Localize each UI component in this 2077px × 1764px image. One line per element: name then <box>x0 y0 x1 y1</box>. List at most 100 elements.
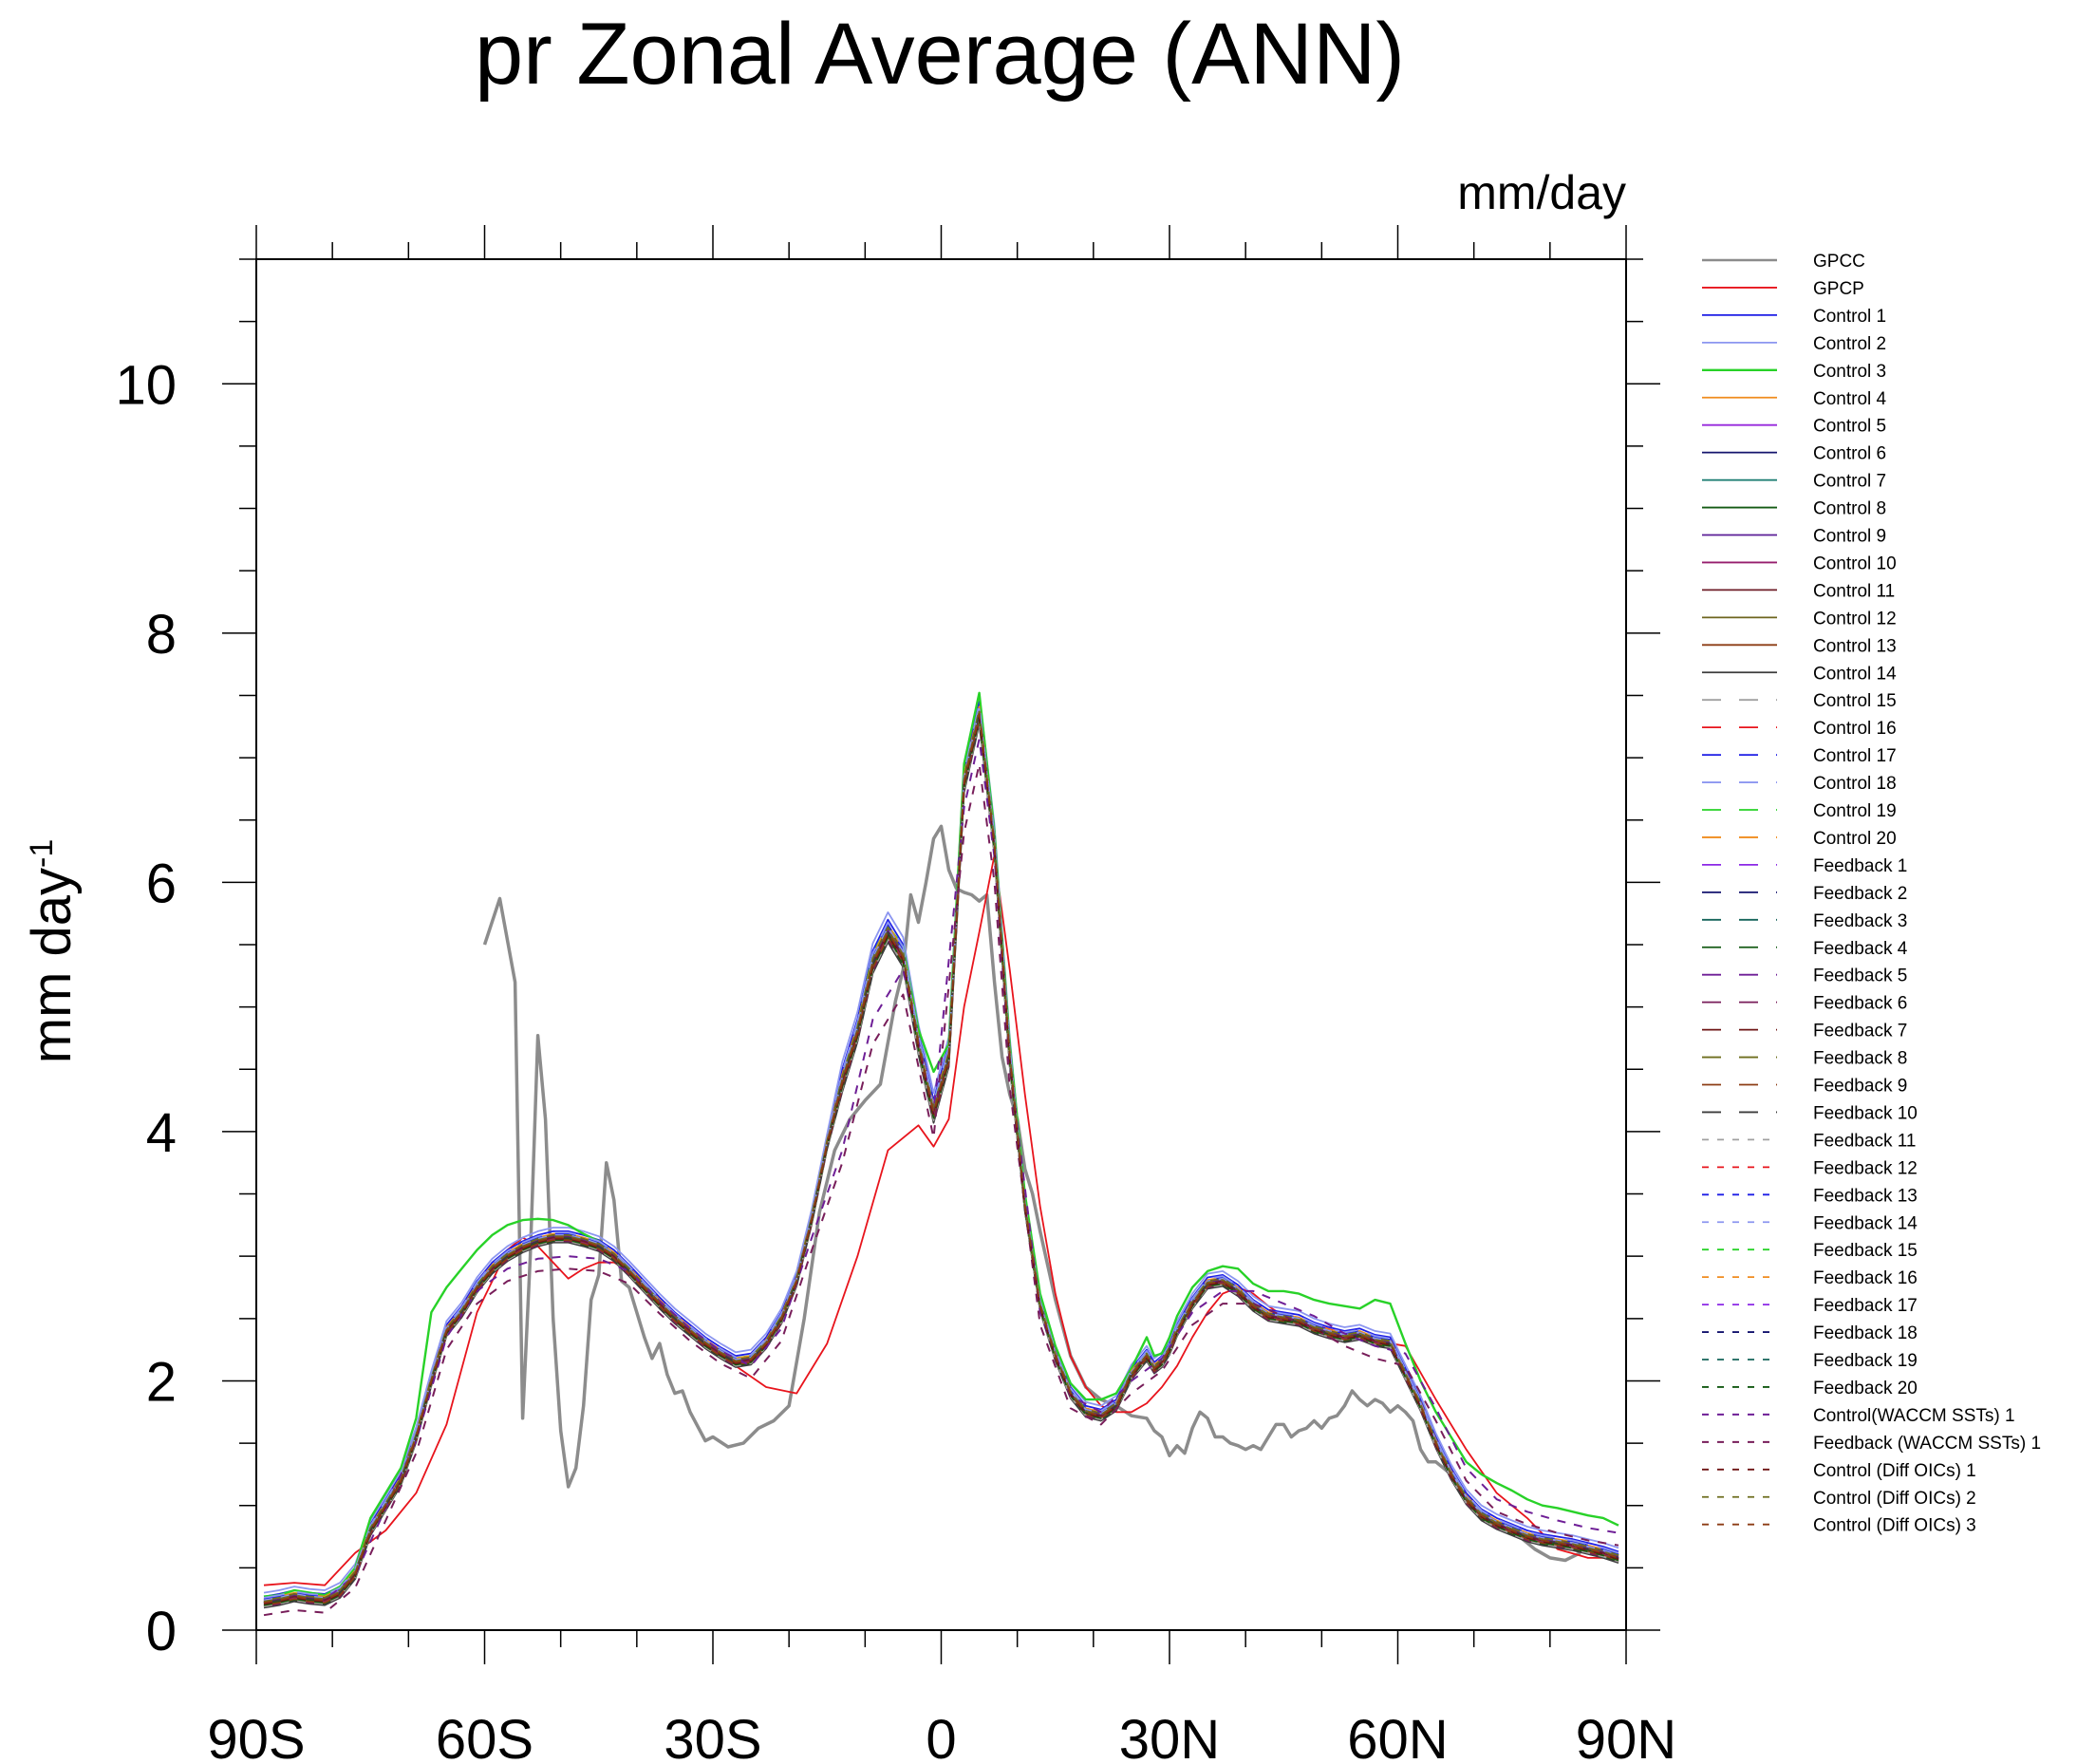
series-line <box>263 705 1619 1601</box>
legend-label: Feedback 2 <box>1813 884 1907 904</box>
y-tick-label: 10 <box>115 354 177 416</box>
series-line <box>263 718 1619 1606</box>
series-line <box>263 715 1619 1605</box>
legend-label: Control 15 <box>1813 691 1897 711</box>
series-line <box>263 708 1619 1602</box>
legend-label: Control 20 <box>1813 829 1897 849</box>
legend-label: Feedback 19 <box>1813 1351 1918 1371</box>
series-line <box>263 713 1619 1604</box>
series-line <box>263 718 1619 1606</box>
chart-title: pr Zonal Average (ANN) <box>475 6 1405 103</box>
y-axis-label: mm day-1 <box>21 839 83 1064</box>
legend-label: Control 7 <box>1813 472 1886 492</box>
series-line <box>263 708 1619 1602</box>
series-line <box>263 713 1619 1604</box>
legend-label: Feedback 20 <box>1813 1379 1918 1398</box>
series-line <box>263 715 1619 1605</box>
legend-label: Feedback 7 <box>1813 1022 1907 1042</box>
series-line <box>263 710 1619 1603</box>
series-line <box>263 715 1619 1605</box>
legend-label: Feedback 4 <box>1813 939 1908 959</box>
series-line <box>263 715 1619 1605</box>
x-tick-label: 90S <box>207 1709 305 1764</box>
plot-frame <box>255 258 1627 1631</box>
legend-label: GPCC <box>1813 252 1865 272</box>
legend-label: Control 17 <box>1813 746 1897 766</box>
series-line <box>263 722 1619 1609</box>
series-line <box>263 718 1619 1606</box>
y-tick-label: 6 <box>146 853 177 914</box>
legend-label: Feedback 6 <box>1813 994 1907 1014</box>
series-line <box>263 713 1619 1604</box>
legend-label: Control 14 <box>1813 664 1897 684</box>
legend-label: Control 4 <box>1813 389 1887 409</box>
series-line <box>263 718 1619 1606</box>
series-line <box>263 713 1619 1604</box>
legend-label: Feedback 5 <box>1813 966 1907 986</box>
series-line <box>263 710 1619 1603</box>
y-axis-label-exponent: -1 <box>24 839 60 868</box>
legend-label: Control (Diff OICs) 2 <box>1813 1489 1976 1509</box>
legend-label: Control (Diff OICs) 3 <box>1813 1516 1976 1536</box>
legend-label: Control 2 <box>1813 334 1886 354</box>
series-line <box>263 710 1619 1603</box>
legend-label: Control 6 <box>1813 444 1886 464</box>
legend-label: Feedback (WACCM SSTs) 1 <box>1813 1434 2041 1454</box>
series-line <box>263 721 1619 1607</box>
series-line <box>263 713 1619 1604</box>
legend-label: Control (Diff OICs) 1 <box>1813 1461 1976 1481</box>
series-line <box>263 708 1619 1602</box>
legend-label: Control 10 <box>1813 554 1897 573</box>
legend-label: Feedback 13 <box>1813 1186 1918 1206</box>
series-line <box>263 708 1619 1602</box>
series-line <box>263 708 1619 1602</box>
legend-label: Control 13 <box>1813 636 1897 656</box>
legend-label: Feedback 15 <box>1813 1241 1918 1261</box>
legend-label: Control 8 <box>1813 499 1886 519</box>
legend-label: Feedback 3 <box>1813 911 1907 931</box>
legend-label: Control(WACCM SSTs) 1 <box>1813 1406 2015 1426</box>
legend-label: Feedback 16 <box>1813 1268 1918 1288</box>
legend-label: Feedback 11 <box>1813 1131 1916 1151</box>
legend-label: Feedback 17 <box>1813 1296 1918 1316</box>
x-tick-label: 60S <box>436 1709 533 1764</box>
series-lines <box>263 691 1619 1617</box>
units-label: mm/day <box>1457 166 1626 219</box>
axis-ticks <box>222 225 1660 1664</box>
series-line <box>482 824 1581 1563</box>
legend-label: Feedback 1 <box>1813 856 1907 876</box>
series-line <box>263 715 1619 1605</box>
series-line <box>263 713 1619 1604</box>
legend-label: Control 3 <box>1813 362 1886 382</box>
series-line <box>263 718 1619 1606</box>
series-line <box>263 710 1619 1603</box>
series-line <box>263 713 1619 1604</box>
legend-label: Control 19 <box>1813 801 1897 821</box>
legend-label: Control 9 <box>1813 527 1886 547</box>
series-line <box>263 738 1619 1604</box>
y-tick-label: 4 <box>146 1102 177 1164</box>
legend-label: Control 1 <box>1813 307 1886 327</box>
legend-label: Feedback 18 <box>1813 1323 1918 1343</box>
series-line <box>263 721 1619 1607</box>
series-line <box>263 710 1619 1603</box>
y-tick-label: 2 <box>146 1351 177 1413</box>
x-tick-labels: 90S 60S 30S 0 30N 60N 90N <box>207 1709 1676 1764</box>
series-line <box>263 854 1619 1586</box>
series-line <box>263 718 1619 1606</box>
series-line <box>263 713 1619 1604</box>
legend: GPCC GPCP Control 1 Control 2 Control 3 Contr… <box>1702 252 2041 1536</box>
series-line <box>263 715 1619 1605</box>
legend-label: Feedback 10 <box>1813 1103 1918 1123</box>
svg-text:mm day-1: mm day-1 <box>21 839 83 1064</box>
series-line <box>263 762 1619 1617</box>
x-tick-label: 60N <box>1347 1709 1448 1764</box>
legend-label: Control 5 <box>1813 417 1886 437</box>
x-tick-label: 0 <box>926 1709 956 1764</box>
y-tick-label: 8 <box>146 604 177 666</box>
legend-label: GPCP <box>1813 279 1864 299</box>
y-axis-label-main: mm day <box>21 868 83 1063</box>
legend-label: Feedback 14 <box>1813 1213 1918 1233</box>
series-line <box>263 710 1619 1603</box>
